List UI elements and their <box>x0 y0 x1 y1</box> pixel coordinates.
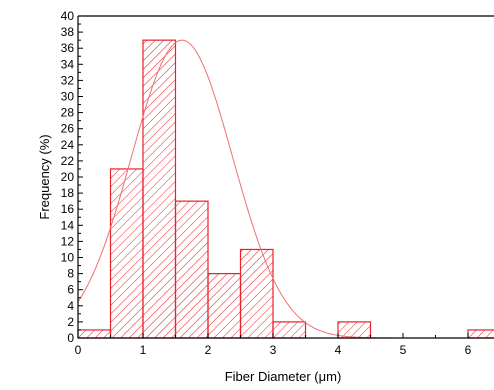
x-axis-title: Fiber Diameter (μm) <box>225 369 342 384</box>
histogram-bar-4 <box>207 273 242 339</box>
y-tick-label: 28 <box>61 106 75 120</box>
y-tick-label: 18 <box>61 186 75 200</box>
y-tick-label: 0 <box>67 331 74 345</box>
histogram-bar-2 <box>142 39 177 339</box>
x-tick-label: 1 <box>140 343 147 357</box>
bars-layer <box>77 39 494 339</box>
axes <box>77 15 494 339</box>
y-tick-label: 32 <box>61 73 75 87</box>
y-tick-label: 10 <box>61 251 75 265</box>
x-tick-label: 5 <box>400 343 407 357</box>
histogram-bar-3 <box>174 200 209 339</box>
y-tick-label: 4 <box>67 299 74 313</box>
y-axis-title: Frequency (%) <box>37 134 52 219</box>
y-tick-label: 20 <box>61 170 75 184</box>
histogram-bar-6 <box>272 321 307 339</box>
histogram-bar-5 <box>239 248 274 339</box>
y-tick-label: 30 <box>61 90 75 104</box>
y-tick-label: 6 <box>67 283 74 297</box>
y-tick-label: 38 <box>61 25 75 39</box>
y-tick-label: 16 <box>61 202 75 216</box>
y-tick-label: 22 <box>61 154 75 168</box>
y-tick-label: 24 <box>61 138 75 152</box>
y-tick-label: 40 <box>61 9 75 23</box>
y-tick-label: 26 <box>61 122 75 136</box>
x-tick-label: 2 <box>205 343 212 357</box>
x-tick-label: 4 <box>335 343 342 357</box>
histogram-bar-0 <box>77 329 112 339</box>
x-tick-label: 3 <box>270 343 277 357</box>
y-tick-label: 34 <box>61 57 75 71</box>
histogram-bar-1 <box>109 168 144 339</box>
y-tick-label: 8 <box>67 267 74 281</box>
x-tick-label: 6 <box>465 343 472 357</box>
y-tick-label: 14 <box>61 218 75 232</box>
y-tick-label: 12 <box>61 234 75 248</box>
y-tick-label: 2 <box>67 315 74 329</box>
x-tick-label: 0 <box>75 343 82 357</box>
histogram-bar-12 <box>467 329 494 339</box>
y-tick-label: 36 <box>61 41 75 55</box>
